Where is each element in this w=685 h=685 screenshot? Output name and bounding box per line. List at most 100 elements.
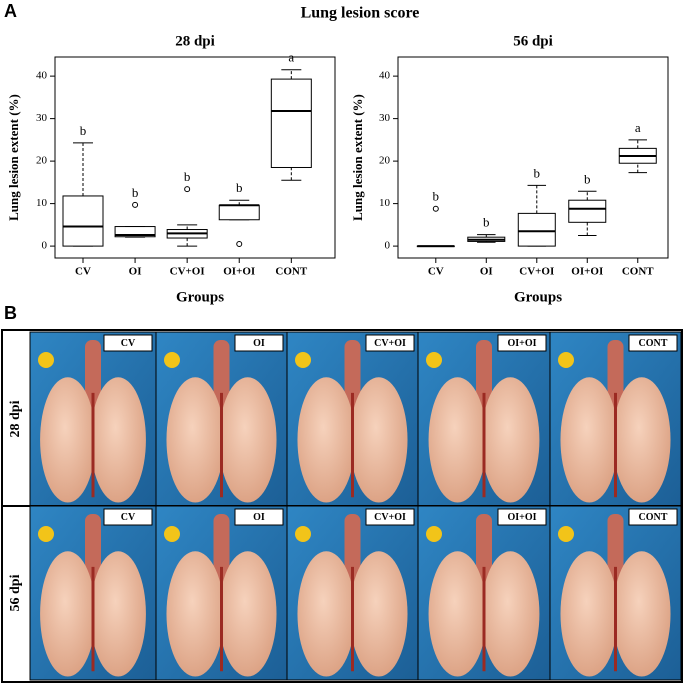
ear-tag — [558, 526, 574, 542]
row-label: 56 dpi — [8, 574, 23, 611]
lung-left — [40, 377, 96, 503]
trachea — [213, 514, 230, 584]
y-tick-label: 20 — [36, 155, 48, 167]
tag-box — [234, 508, 284, 526]
tag-box — [365, 334, 415, 352]
trachea — [476, 514, 492, 584]
plot-frame — [397, 56, 669, 259]
photo-tag: CV+OI — [374, 338, 406, 349]
lung-left — [166, 551, 225, 677]
tag-box — [628, 508, 678, 526]
x-tick-label: CONT — [275, 266, 307, 278]
lung-right — [90, 551, 146, 677]
y-axis-label: Lung lesion extent (%) — [350, 94, 365, 221]
box — [568, 199, 607, 223]
trachea — [607, 340, 624, 410]
photo-tag: CONT — [639, 338, 668, 349]
trachea — [476, 340, 492, 410]
figure-title: Lung lesion score — [301, 5, 420, 22]
x-tick-label: OI — [480, 266, 493, 278]
tag-box — [103, 334, 153, 352]
y-tick-label: 10 — [379, 197, 391, 209]
lung-right — [612, 551, 671, 677]
ear-tag — [558, 352, 574, 368]
outlier — [132, 201, 139, 208]
photo-tag: CONT — [639, 512, 668, 523]
outlier — [432, 205, 439, 212]
x-tick-label: CV+OI — [170, 266, 205, 278]
lung-left — [560, 551, 619, 677]
lung-right — [349, 551, 408, 677]
box — [517, 212, 556, 247]
group-letter: a — [635, 120, 641, 135]
tag-box — [103, 508, 153, 526]
lung-left — [428, 377, 487, 503]
lung-left — [560, 377, 619, 503]
lung-left — [297, 551, 356, 677]
ear-tag — [295, 352, 311, 368]
y-tick-label: 30 — [379, 112, 391, 124]
trachea — [213, 340, 230, 410]
ear-tag — [426, 526, 442, 542]
y-tick-label: 30 — [36, 112, 48, 124]
lung-right — [218, 377, 277, 503]
group-letter: a — [288, 50, 294, 65]
chart-title: 56 dpi — [513, 33, 553, 49]
lung-right — [481, 377, 540, 503]
trachea — [344, 340, 361, 410]
ear-tag — [164, 352, 180, 368]
group-letter: b — [132, 185, 139, 200]
ear-tag — [426, 352, 442, 368]
lung-left — [166, 377, 225, 503]
y-tick-label: 0 — [42, 240, 48, 252]
box — [270, 78, 312, 168]
ear-tag — [38, 352, 54, 368]
photo-tag: CV — [121, 338, 136, 349]
outlier — [184, 186, 191, 193]
group-letter: b — [80, 123, 87, 138]
y-tick-label: 20 — [379, 155, 391, 167]
plot-frame — [54, 56, 336, 259]
x-tick-label: OI+OI — [223, 266, 255, 278]
panel-label: B — [4, 303, 17, 323]
trachea — [344, 514, 361, 584]
box — [218, 204, 260, 221]
y-tick-label: 40 — [36, 70, 48, 82]
y-tick-label: 10 — [36, 197, 48, 209]
lung-right — [90, 377, 146, 503]
lung-right — [218, 551, 277, 677]
y-tick-label: 40 — [379, 70, 391, 82]
photo-tag: OI — [253, 338, 265, 349]
ear-tag — [164, 526, 180, 542]
x-tick-label: CV — [75, 266, 91, 278]
row-label: 28 dpi — [8, 400, 23, 437]
outlier — [236, 240, 243, 247]
tag-box — [497, 508, 547, 526]
photo-tag: OI+OI — [507, 338, 536, 349]
lung-right — [349, 377, 408, 503]
tag-box — [234, 334, 284, 352]
group-letter: b — [433, 189, 440, 204]
tag-box — [365, 508, 415, 526]
y-axis-label: Lung lesion extent (%) — [6, 94, 21, 221]
ear-tag — [38, 526, 54, 542]
x-tick-label: OI — [129, 266, 142, 278]
ear-tag — [295, 526, 311, 542]
group-letter: b — [483, 215, 490, 230]
x-axis-label: Groups — [514, 289, 562, 305]
y-tick-label: 0 — [385, 240, 391, 252]
lung-left — [428, 551, 487, 677]
box — [62, 195, 104, 247]
x-tick-label: CONT — [622, 266, 654, 278]
photo-tag: CV+OI — [374, 512, 406, 523]
chart-title: 28 dpi — [175, 33, 215, 49]
lung-left — [40, 551, 96, 677]
x-tick-label: CV — [428, 266, 444, 278]
x-axis-label: Groups — [176, 289, 224, 305]
tag-box — [628, 334, 678, 352]
trachea — [85, 514, 101, 584]
lung-left — [297, 377, 356, 503]
group-letter: b — [534, 165, 541, 180]
lung-right — [481, 551, 540, 677]
